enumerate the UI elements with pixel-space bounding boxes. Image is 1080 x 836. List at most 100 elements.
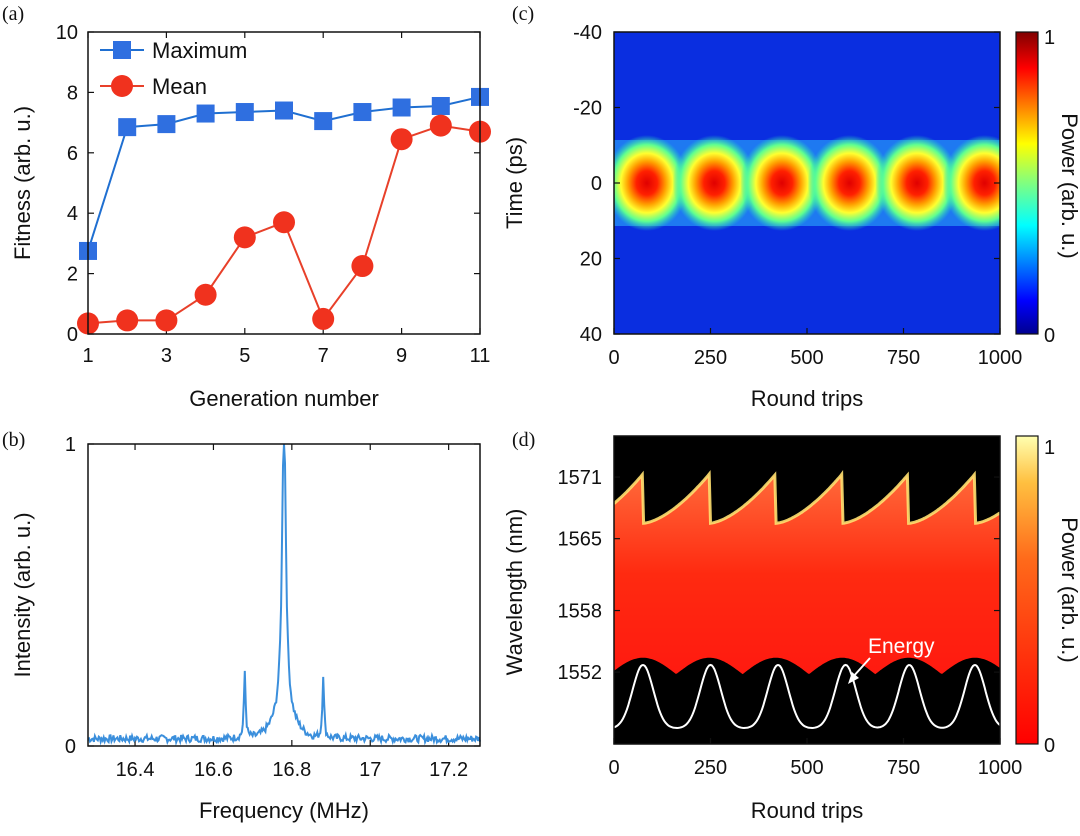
panel-a: (a) 1 3 5 7 9 11 0 2 4 6 8 10 Generation number Fit… (2, 3, 491, 411)
panel-a-ytick-label: 8 (67, 82, 78, 104)
data-point-maximum (157, 115, 176, 134)
panel-a-xtick-label: 7 (318, 345, 329, 367)
energy-arrowhead (848, 672, 859, 684)
panel-a-xtick-label: 11 (470, 345, 491, 367)
panel-a-xtick-label: 3 (161, 345, 172, 367)
panel-c-xtick-label: 500 (790, 347, 823, 369)
panel-b-frame (87, 443, 481, 747)
panel-b-xtick-label: 17 (359, 759, 381, 781)
panel-c-xtick-label: 750 (887, 347, 920, 369)
panel-d-xtick-label: 750 (887, 757, 920, 779)
panel-c-ytick-label: -20 (573, 98, 602, 120)
data-point-maximum (353, 103, 372, 122)
legend-marker-maximum (113, 41, 131, 59)
panel-b-ylabel: Intensity (arb. u.) (10, 512, 35, 677)
pulse-6 (942, 135, 1000, 231)
panel-a-ytick-label: 4 (67, 203, 78, 225)
pulse-5 (875, 135, 960, 231)
panel-b-xlabel: Frequency (MHz) (199, 798, 369, 823)
panel-a-legend: Maximum Mean (100, 38, 247, 99)
data-point-mean (233, 226, 256, 249)
panel-b-xtick-label: 16.4 (116, 759, 155, 781)
spectrum-trace (87, 443, 481, 747)
panel-c-ytick-label: -40 (573, 22, 602, 44)
legend-marker-mean (111, 75, 133, 97)
data-point-mean (194, 283, 217, 306)
panel-d-ytick-label: 1571 (558, 467, 603, 489)
panel-d-xtick-label: 0 (608, 757, 619, 779)
panel-d-ytick-label: 1558 (558, 601, 603, 623)
data-point-maximum (314, 112, 333, 131)
data-point-mean (312, 307, 335, 330)
panel-d-axes: 0 250 500 750 1000 1552 1558 1565 1571 (558, 467, 1023, 779)
panel-b-plot: 16.4 16.6 16.8 17 17.2 0 1 (65, 434, 481, 781)
panel-d-ylabel: Wavelength (nm) (502, 509, 527, 676)
panel-c-xtick-label: 0 (608, 347, 619, 369)
panel-c-xtick-label: 250 (694, 347, 727, 369)
colorbar-d-tick-0: 0 (1044, 735, 1055, 757)
data-point-mean (429, 114, 452, 137)
panel-c-heatmap (614, 32, 1000, 334)
panel-a-xtick-label: 1 (82, 345, 93, 367)
legend-label-maximum: Maximum (152, 38, 247, 63)
data-point-mean (116, 309, 139, 332)
panel-b-xtick-label: 16.6 (194, 759, 233, 781)
energy-annotation: Energy (868, 635, 935, 658)
panel-a-xtick-label: 5 (239, 345, 250, 367)
panel-a-plot: 1 3 5 7 9 11 0 2 4 6 8 10 (56, 22, 491, 367)
colorbar-c-tick-1: 1 (1044, 27, 1055, 49)
panel-c-ytick-label: 0 (591, 173, 602, 195)
panel-d-xtick-label: 500 (790, 757, 823, 779)
data-point-mean (155, 309, 178, 332)
data-point-maximum (392, 98, 411, 117)
panel-b-ytick-label: 1 (65, 434, 76, 456)
data-point-mean (390, 128, 413, 151)
data-point-mean (351, 255, 374, 278)
panel-label-a: (a) (2, 3, 24, 25)
panel-c-xtick-label: 1000 (978, 347, 1023, 369)
panel-c-axes: 0 250 500 750 1000 -40 -20 0 20 40 (573, 22, 1022, 369)
pulse-2 (672, 135, 757, 231)
panel-d-xlabel: Round trips (751, 798, 864, 823)
pulse-3 (739, 135, 824, 231)
panel-d: (d) 0 250 500 750 1000 1552 1558 1565 1571 Energ… (502, 429, 1080, 823)
heatmap-c-pulses (614, 135, 1000, 231)
panel-a-ytick-label: 6 (67, 143, 78, 165)
panel-c-ytick-label: 40 (580, 324, 602, 346)
panel-d-ytick-label: 1552 (558, 662, 603, 684)
panel-b-xtick-label: 16.8 (272, 759, 311, 781)
panel-a-ylabel: Fitness (arb. u.) (10, 106, 35, 260)
panel-c-ylabel: Time (ps) (502, 137, 527, 229)
pulse-4 (807, 135, 892, 231)
panel-c-ytick-label: 20 (580, 249, 602, 271)
panel-label-d: (d) (512, 429, 535, 451)
panel-c-xlabel: Round trips (751, 386, 864, 411)
panel-d-heatmap (614, 436, 1000, 744)
panel-b: (b) 16.4 16.6 16.8 17 17.2 0 1 Frequency (MHz)… (2, 429, 481, 823)
panel-d-xtick-label: 1000 (978, 757, 1023, 779)
panel-label-c: (c) (512, 3, 534, 25)
panel-d-xtick-label: 250 (694, 757, 727, 779)
panel-a-xtick-label: 9 (396, 345, 407, 367)
panel-a-ytick-label: 10 (56, 22, 78, 44)
colorbar-c (1015, 31, 1039, 335)
panel-c: (c) 0 250 500 750 1000 -40 -20 0 20 40 1 0 Power … (502, 3, 1080, 411)
panel-a-frame (87, 31, 481, 335)
colorbar-c-tick-0: 0 (1044, 325, 1055, 347)
data-point-maximum (431, 96, 450, 115)
colorbar-c-label: Power (arb. u.) (1057, 113, 1080, 259)
panel-label-b: (b) (2, 429, 25, 451)
panel-a-xlabel: Generation number (189, 386, 379, 411)
colorbar-d (1015, 435, 1039, 745)
panel-a-ytick-label: 2 (67, 264, 78, 286)
panel-d-ytick-label: 1565 (558, 529, 603, 551)
colorbar-d-tick-1: 1 (1044, 437, 1055, 459)
heatmap-d-upper-edge (614, 470, 1000, 526)
data-point-maximum (275, 101, 293, 120)
panel-a-ytick-label: 0 (67, 324, 78, 346)
energy-trace (614, 663, 1000, 730)
panel-b-ytick-label: 0 (65, 736, 76, 758)
data-point-maximum (235, 103, 254, 122)
data-point-mean (273, 211, 295, 234)
